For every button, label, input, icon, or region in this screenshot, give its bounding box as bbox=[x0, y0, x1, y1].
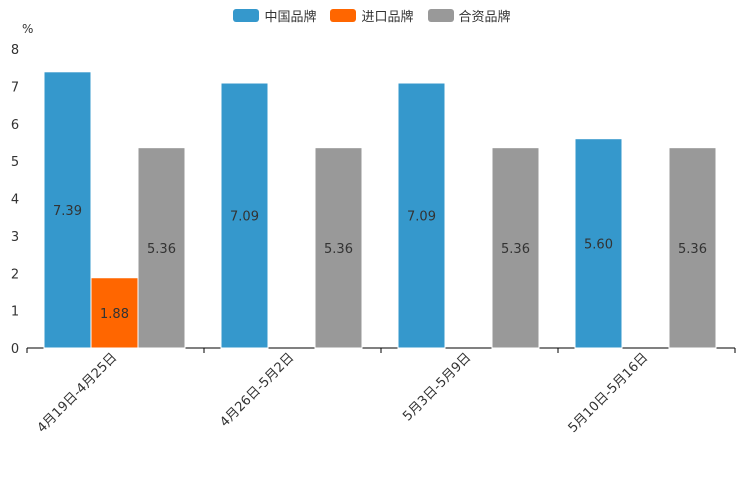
legend-item-china-brand[interactable]: 中国品牌 bbox=[233, 6, 316, 25]
legend-label-jv-brand: 合资品牌 bbox=[458, 10, 511, 25]
legend-swatch-import-brand bbox=[330, 9, 357, 22]
y-tick-label: 8 bbox=[11, 43, 19, 58]
x-tick-label: 4月26日-5月2日 bbox=[217, 350, 297, 430]
bar-china bbox=[43, 71, 92, 349]
y-tick-label: 3 bbox=[11, 230, 19, 245]
legend-item-jv-brand[interactable]: 合资品牌 bbox=[427, 6, 511, 25]
data-label: 5.60 bbox=[584, 237, 613, 252]
data-label: 5.36 bbox=[501, 242, 530, 257]
bar-jv bbox=[491, 147, 540, 349]
y-tick-label: 5 bbox=[11, 155, 19, 170]
x-tick-label: 4月19日-4月25日 bbox=[35, 350, 121, 436]
data-label: 1.88 bbox=[100, 307, 129, 322]
legend-label-china-brand: 中国品牌 bbox=[264, 10, 317, 25]
bar-import bbox=[90, 277, 139, 349]
bar-china bbox=[220, 82, 269, 349]
data-label: 5.36 bbox=[678, 242, 707, 257]
bar-jv bbox=[668, 147, 717, 349]
y-axis-unit-label: % bbox=[22, 22, 33, 36]
bar-china bbox=[574, 138, 623, 349]
x-tick-label: 5月3日-5月9日 bbox=[400, 350, 474, 424]
legend-swatch-jv-brand bbox=[427, 9, 454, 22]
y-tick-label: 2 bbox=[11, 267, 19, 282]
data-label: 7.39 bbox=[53, 204, 82, 219]
legend-swatch-china-brand bbox=[233, 9, 260, 22]
data-label: 5.36 bbox=[324, 242, 353, 257]
y-tick-label: 6 bbox=[11, 118, 19, 133]
legend-item-import-brand[interactable]: 进口品牌 bbox=[330, 6, 414, 25]
data-label: 7.09 bbox=[230, 210, 259, 225]
data-label: 7.09 bbox=[407, 210, 436, 225]
y-tick-label: 1 bbox=[11, 305, 19, 320]
y-tick-label: 4 bbox=[11, 193, 19, 208]
legend-label-import-brand: 进口品牌 bbox=[361, 10, 414, 25]
bar-china bbox=[397, 82, 446, 349]
x-tick-label: 5月10日-5月16日 bbox=[566, 350, 652, 436]
bar-jv bbox=[314, 147, 363, 349]
bar-jv bbox=[137, 147, 186, 349]
data-label: 5.36 bbox=[147, 242, 176, 257]
legend: 中国品牌 进口品牌 合资品牌 bbox=[0, 6, 744, 25]
y-tick-label: 7 bbox=[11, 80, 19, 95]
y-tick-label: 0 bbox=[11, 342, 19, 357]
